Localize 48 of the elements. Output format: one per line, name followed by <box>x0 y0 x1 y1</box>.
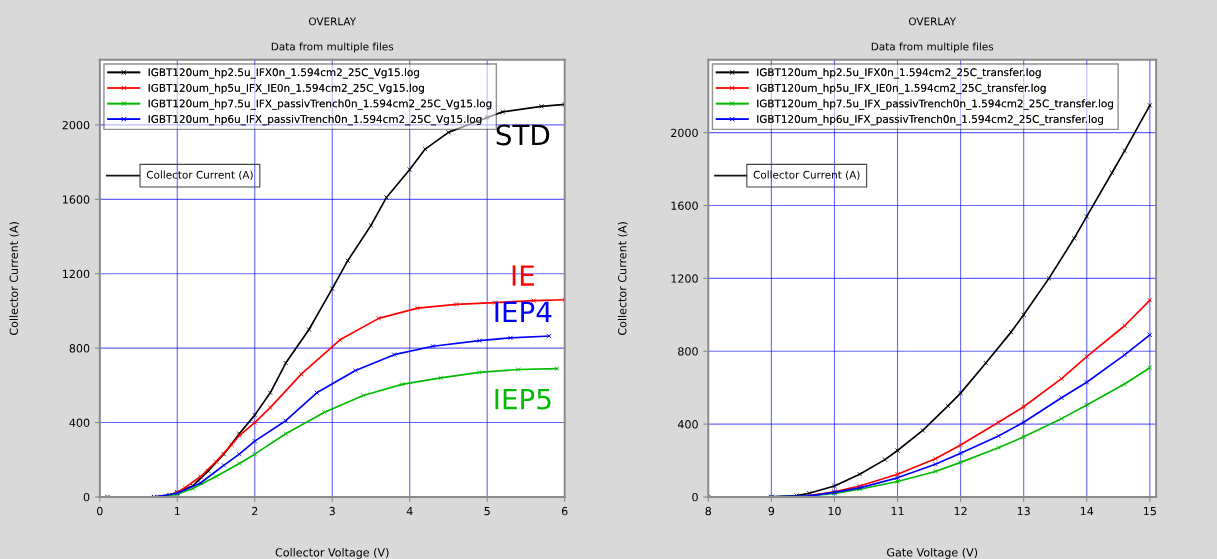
legend-label: IGBT120um_hp2.5u_IFX0n_1.594cm2_25C_Vg15.log <box>148 68 419 79</box>
chart-subtitle: Data from multiple files <box>271 42 394 53</box>
x-tick-label: 11 <box>891 507 904 516</box>
annotation: STD <box>496 124 550 146</box>
y-tick-label: 400 <box>677 420 698 429</box>
y-tick-label: 1600 <box>63 195 90 204</box>
x-tick-label: 12 <box>954 506 967 516</box>
x-tick-label: 9 <box>768 506 775 516</box>
y-tick-label: 800 <box>678 347 698 356</box>
annotation: Collector Current (A) <box>146 170 253 180</box>
y-tick-label: 1200 <box>63 269 90 279</box>
y-axis-title: Collector Current (A) <box>617 222 628 335</box>
y-tick-label: 0 <box>83 492 90 502</box>
x-tick-label: 3 <box>329 506 335 516</box>
x-tick-label: 0 <box>96 506 103 516</box>
x-tick-label: 15 <box>1143 507 1156 516</box>
x-tick-label: 13 <box>1017 506 1030 516</box>
annotation: IE <box>512 265 534 286</box>
annotation: IEP5 <box>495 388 551 410</box>
x-tick-label: 4 <box>406 507 413 516</box>
annotation: IEP4 <box>495 301 552 322</box>
y-tick-label: 2000 <box>671 128 698 138</box>
x-axis-title: Gate Voltage (V) <box>887 547 978 559</box>
x-tick-label: 6 <box>561 506 568 516</box>
legend-label: IGBT120um_hp5u_IFX_IE0n_1.594cm2_25C_transfer.log <box>757 83 1046 95</box>
x-tick-label: 5 <box>484 507 490 516</box>
x-tick-label: 8 <box>705 506 712 516</box>
chart-title: OVERLAY <box>308 17 357 26</box>
x-axis-title: Collector Voltage (V) <box>275 547 389 559</box>
x-tick-label: 1 <box>174 507 180 516</box>
legend-label: IGBT120um_hp5u_IFX_IE0n_1.594cm2_25C_Vg15.log <box>148 83 424 95</box>
y-tick-label: 2000 <box>62 120 90 130</box>
legend-label: IGBT120um_hp2.5u_IFX0n_1.594cm2_25C_transfer.log <box>757 68 1041 79</box>
chart-title: OVERLAY <box>908 17 957 26</box>
chart-subtitle: Data from multiple files <box>871 42 994 53</box>
legend-label: IGBT120um_hp7.5u_IFX_passivTrench0n_1.594cm2_25C_Vg15.log <box>148 99 492 110</box>
x-tick-label: 10 <box>828 506 841 516</box>
y-tick-label: 800 <box>69 344 90 353</box>
legend-label: IGBT120um_hp7.5u_IFX_passivTrench0n_1.594cm2_25C_transfer.log <box>757 99 1113 110</box>
y-axis-title: Collector Current (A) <box>9 222 20 335</box>
y-tick-label: 1200 <box>671 274 698 283</box>
y-tick-label: 0 <box>692 492 698 502</box>
y-tick-label: 1600 <box>671 201 698 210</box>
x-tick-label: 14 <box>1080 507 1094 516</box>
legend-label: IGBT120um_hp6u_IFX_passivTrench0n_1.594cm2_25C_Vg15.log <box>148 114 482 126</box>
y-tick-label: 400 <box>69 418 90 427</box>
legend-label: IGBT120um_hp6u_IFX_passivTrench0n_1.594cm2_25C_transfer.log <box>757 114 1104 126</box>
x-tick-label: 2 <box>252 506 258 516</box>
